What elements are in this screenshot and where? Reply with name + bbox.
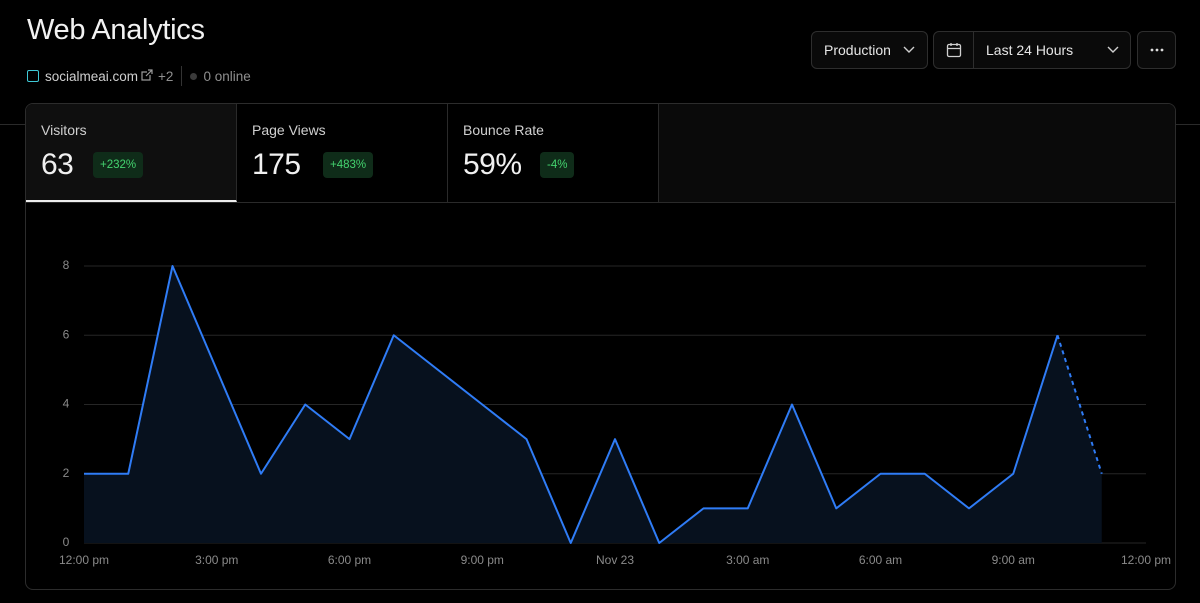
x-tick-label: 12:00 pm	[1121, 553, 1171, 567]
metric-label: Page Views	[252, 122, 326, 138]
environment-select[interactable]: Production	[811, 31, 928, 69]
site-info: socialmeai.com +2 0 online	[27, 66, 251, 86]
more-button[interactable]	[1137, 31, 1176, 69]
calendar-icon	[946, 43, 961, 58]
external-link-icon[interactable]	[138, 69, 154, 83]
page-title: Web Analytics	[27, 14, 205, 46]
environment-label: Production	[824, 42, 891, 58]
metric-value: 175	[252, 148, 301, 181]
x-tick-label: 12:00 pm	[59, 553, 109, 567]
online-dot	[190, 72, 198, 80]
metric-value: 59%	[463, 148, 522, 181]
line	[84, 265, 1059, 544]
x-tick-label: 9:00 pm	[461, 553, 504, 567]
site-icon	[27, 70, 39, 82]
separator	[0, 124, 25, 125]
x-tick-label: 6:00 am	[859, 553, 902, 567]
metric-label: Visitors	[41, 122, 87, 138]
y-tick-label: 0	[63, 535, 70, 549]
metric-change: +232%	[93, 152, 144, 178]
y-tick-label: 4	[63, 397, 70, 411]
more-icon	[1150, 48, 1163, 52]
site-name[interactable]: socialmeai.com	[45, 68, 139, 84]
area	[84, 266, 1102, 543]
metric-tab[interactable]: Visitors 63 +232%	[26, 104, 237, 202]
metric-tab[interactable]: Page Views 175 +483%	[237, 104, 448, 202]
y-tick-label: 8	[63, 258, 70, 272]
x-tick-label: 3:00 am	[726, 553, 769, 567]
divider	[181, 66, 183, 86]
metric-label: Bounce Rate	[463, 122, 544, 138]
chevron	[1107, 46, 1119, 53]
y-tick-label: 6	[63, 327, 70, 341]
x-tick-label: 6:00 pm	[328, 553, 371, 567]
dashed-line	[1056, 334, 1103, 475]
metric-value: 63	[41, 148, 74, 181]
extra-sites[interactable]: +2	[158, 68, 174, 84]
x-tick-label: 9:00 am	[992, 553, 1035, 567]
x-tick-label: 3:00 pm	[195, 553, 238, 567]
chevron	[903, 46, 915, 53]
calendar-button[interactable]	[934, 32, 974, 68]
metric-tabs: Visitors 63 +232% Page Views 175 +483% B…	[26, 104, 1175, 203]
range-label: Last 24 Hours	[986, 42, 1074, 58]
metric-change: -4%	[540, 152, 575, 178]
online-count: 0 online	[203, 68, 251, 84]
range-select[interactable]: Last 24 Hours	[933, 31, 1131, 69]
separator	[1176, 124, 1200, 125]
x-tick-label: Nov 23	[596, 553, 634, 567]
metric-tab[interactable]: Bounce Rate 59% -4%	[448, 104, 659, 202]
y-tick-label: 2	[63, 466, 70, 480]
metric-change: +483%	[323, 152, 374, 178]
